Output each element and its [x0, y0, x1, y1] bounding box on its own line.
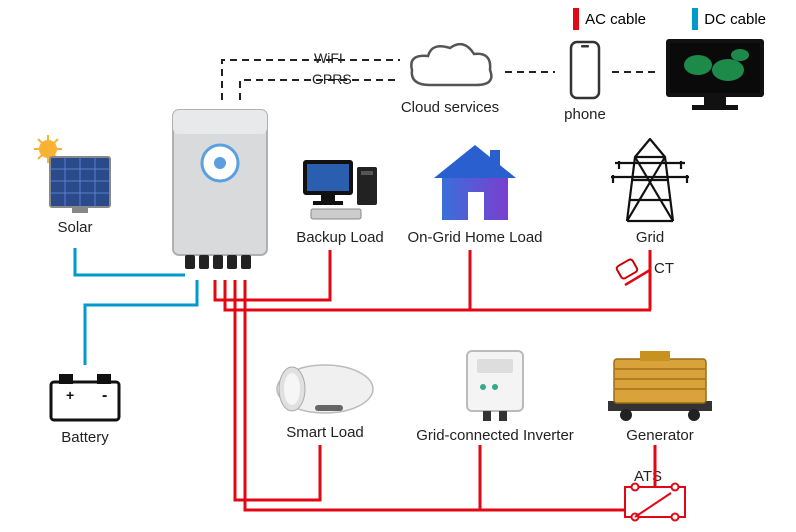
cloud-services: Cloud services [395, 40, 505, 116]
gci-icon [455, 345, 535, 423]
battery-label: Battery [61, 429, 109, 446]
monitor [655, 35, 775, 115]
generator: Generator [595, 345, 725, 444]
battery-icon: + - [45, 370, 125, 425]
ct-label: CT [654, 260, 674, 277]
grid-tower-icon [605, 135, 695, 225]
solar-label: Solar [57, 219, 92, 236]
battery: + - Battery [40, 370, 130, 446]
legend-ac-swatch [573, 8, 579, 30]
solar-icon [30, 135, 120, 215]
grid-label: Grid [636, 229, 664, 246]
generator-label: Generator [626, 427, 694, 444]
backup-load: Backup Load [285, 155, 395, 246]
monitor-icon [660, 35, 770, 115]
grid: Grid [605, 135, 695, 246]
svg-text:+: + [66, 387, 74, 403]
solar-panel: Solar [30, 135, 120, 236]
cloud-label: Cloud services [401, 99, 499, 116]
phone: phone [555, 40, 615, 123]
cloud-icon [400, 40, 500, 95]
svg-text:-: - [102, 387, 107, 404]
legend-dc: DC cable [692, 8, 766, 30]
legend-ac-label: AC cable [585, 11, 646, 28]
hybrid-inverter [165, 105, 275, 275]
smart-load-icon [270, 355, 380, 420]
legend-ac: AC cable [573, 8, 646, 30]
legend-dc-label: DC cable [704, 11, 766, 28]
smart-load: Smart Load [265, 355, 385, 441]
ats-label: ATS [634, 468, 662, 485]
backup-load-icon [293, 155, 388, 225]
backup-load-label: Backup Load [296, 229, 384, 246]
gprs-label: GPRS [310, 71, 354, 87]
smart-load-label: Smart Load [286, 424, 364, 441]
gci-label: Grid-connected Inverter [416, 427, 574, 444]
grid-connected-inverter: Grid-connected Inverter [430, 345, 560, 444]
generator-icon [600, 345, 720, 423]
phone-label: phone [564, 106, 606, 123]
inverter-icon [165, 105, 275, 275]
home-load: On-Grid Home Load [415, 140, 535, 246]
house-icon [428, 140, 523, 225]
home-load-label: On-Grid Home Load [407, 229, 542, 246]
phone-icon [565, 40, 605, 102]
wifi-label: WiFI [312, 50, 345, 66]
legend-dc-swatch [692, 8, 698, 30]
